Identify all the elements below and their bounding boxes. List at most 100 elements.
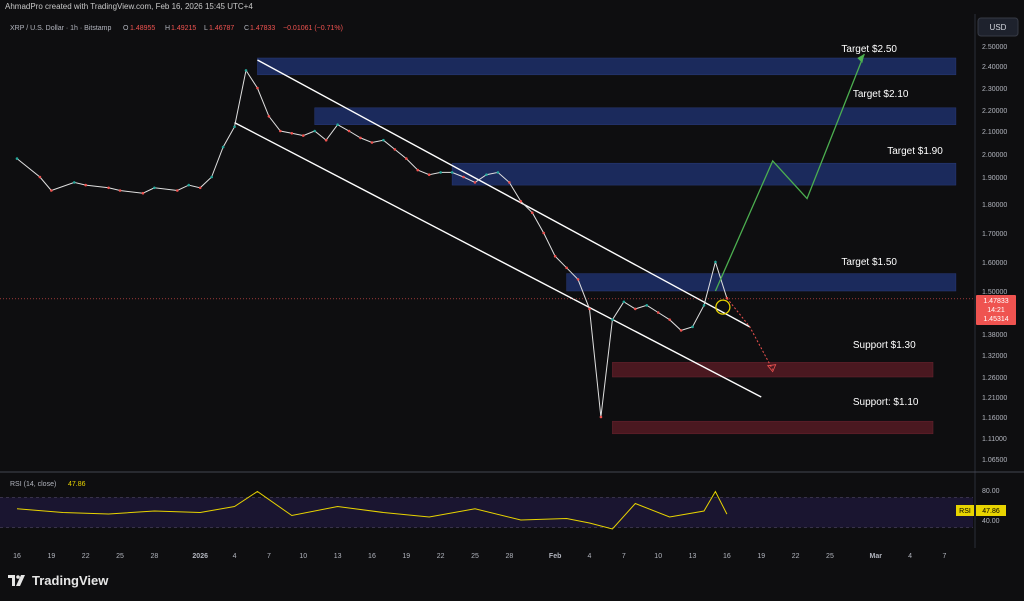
price-point [233,125,236,129]
x-tick-label: 7 [622,553,626,560]
price-point [427,173,431,176]
price-point [301,134,305,137]
price-series-line [16,69,728,418]
price-point [634,307,637,311]
price-point [599,415,603,419]
rsi-tick-label: 80.00 [982,488,1000,495]
price-point [416,168,420,172]
tradingview-logo[interactable]: TradingView [8,573,108,588]
price-point [107,186,110,190]
x-tick-label: 19 [402,553,410,560]
channel-lower-line[interactable] [234,121,762,398]
rsi-band [0,497,973,528]
resistance-zone [257,57,957,76]
rsi-title[interactable]: RSI (14, close) [10,481,56,488]
x-tick-label: 22 [437,553,445,560]
x-tick-label: 25 [471,553,479,560]
ohlc-h-label: H [165,25,170,32]
price-point [313,129,317,133]
price-point [691,325,694,329]
y-tick-label: 1.90000 [982,175,1007,182]
symbol-title[interactable]: XRP / U.S. Dollar · 1h · Bitstamp [10,25,112,32]
rsi-line [16,490,728,530]
support-zone [612,420,934,435]
price-point [50,189,53,192]
price-point [84,183,87,187]
bearish-path[interactable] [726,297,774,370]
price-chart[interactable]: Target $2.50 Target $2.10 Target $1.90 Targ… [0,0,1024,563]
ohlc-c-label: C [244,25,249,32]
price-point [439,171,442,174]
x-tick-label: 16 [723,553,731,560]
y-tick-label: 2.40000 [982,64,1007,71]
price-point [645,304,649,307]
channel-upper-line[interactable] [257,59,751,328]
price-point [450,171,454,174]
rsi-value: 47.86 [68,481,86,488]
tradingview-brand: TradingView [32,573,109,588]
price-point [15,157,19,160]
price-point [496,171,500,174]
price-point [210,175,213,179]
price-point [244,69,248,72]
price-point [382,138,385,142]
x-tick-label: 7 [942,553,946,560]
tradingview-logo-icon [8,574,25,586]
price-point [530,211,534,214]
x-tick-label: 7 [267,553,271,560]
price-annotation: Target $1.50 [841,257,897,268]
price-point [679,329,683,332]
support-zone [612,362,934,378]
x-tick-label: 4 [233,553,237,560]
y-tick-label: 1.26000 [982,375,1007,382]
ohlc-h-value: 1.49215 [171,25,196,32]
y-tick-label: 1.50000 [982,289,1007,296]
price-point [668,318,671,321]
price-annotation: Target $1.90 [887,146,943,157]
ohlc-o-value: 1.48955 [130,25,155,32]
last-price-value: 1.47833 [983,298,1008,305]
y-tick-label: 1.70000 [982,231,1007,238]
resistance-zone [314,107,957,125]
price-point [118,189,122,192]
currency-label: USD [990,23,1007,32]
x-tick-label: 25 [116,553,124,560]
x-tick-label: 16 [368,553,376,560]
rsi-tick-label: 40.00 [982,518,1000,525]
price-annotation: Support: $1.10 [853,397,919,408]
price-point [38,175,42,179]
y-tick-label: 2.50000 [982,44,1007,51]
price-annotation: Target $2.10 [853,89,909,100]
price-annotation: Target $2.50 [841,44,897,55]
ohlc-change: −0.01061 (−0.71%) [283,25,343,32]
price-level-value: 1.45314 [983,316,1008,323]
breakout-highlight-circle[interactable] [715,299,731,315]
last-price-tag [976,295,1016,325]
x-tick-label: 22 [82,553,90,560]
price-point [393,148,397,151]
bearish-arrowhead [766,364,777,373]
bullish-target-path[interactable] [714,53,865,292]
x-tick-label: 22 [792,553,800,560]
price-point [187,183,191,187]
price-point [485,173,488,176]
rsi-tag-bg [976,505,1006,516]
rsi-tag-value: 47.86 [982,508,1000,515]
resistance-zone [566,273,957,292]
price-point [702,304,706,307]
currency-button[interactable] [977,17,1019,37]
price-point [622,300,626,304]
x-tick-label: 10 [299,553,307,560]
price-point [359,136,362,140]
rsi-tag-label-bg [956,505,974,516]
price-point [462,175,465,179]
price-point [336,123,339,126]
ohlc-l-value: 1.46787 [209,25,234,32]
x-tick-label: 10 [654,553,662,560]
price-point [542,231,545,235]
price-point [714,260,717,264]
x-tick-label: Feb [549,553,561,560]
price-point [553,254,557,258]
y-tick-label: 1.80000 [982,202,1007,209]
price-point [519,200,523,203]
